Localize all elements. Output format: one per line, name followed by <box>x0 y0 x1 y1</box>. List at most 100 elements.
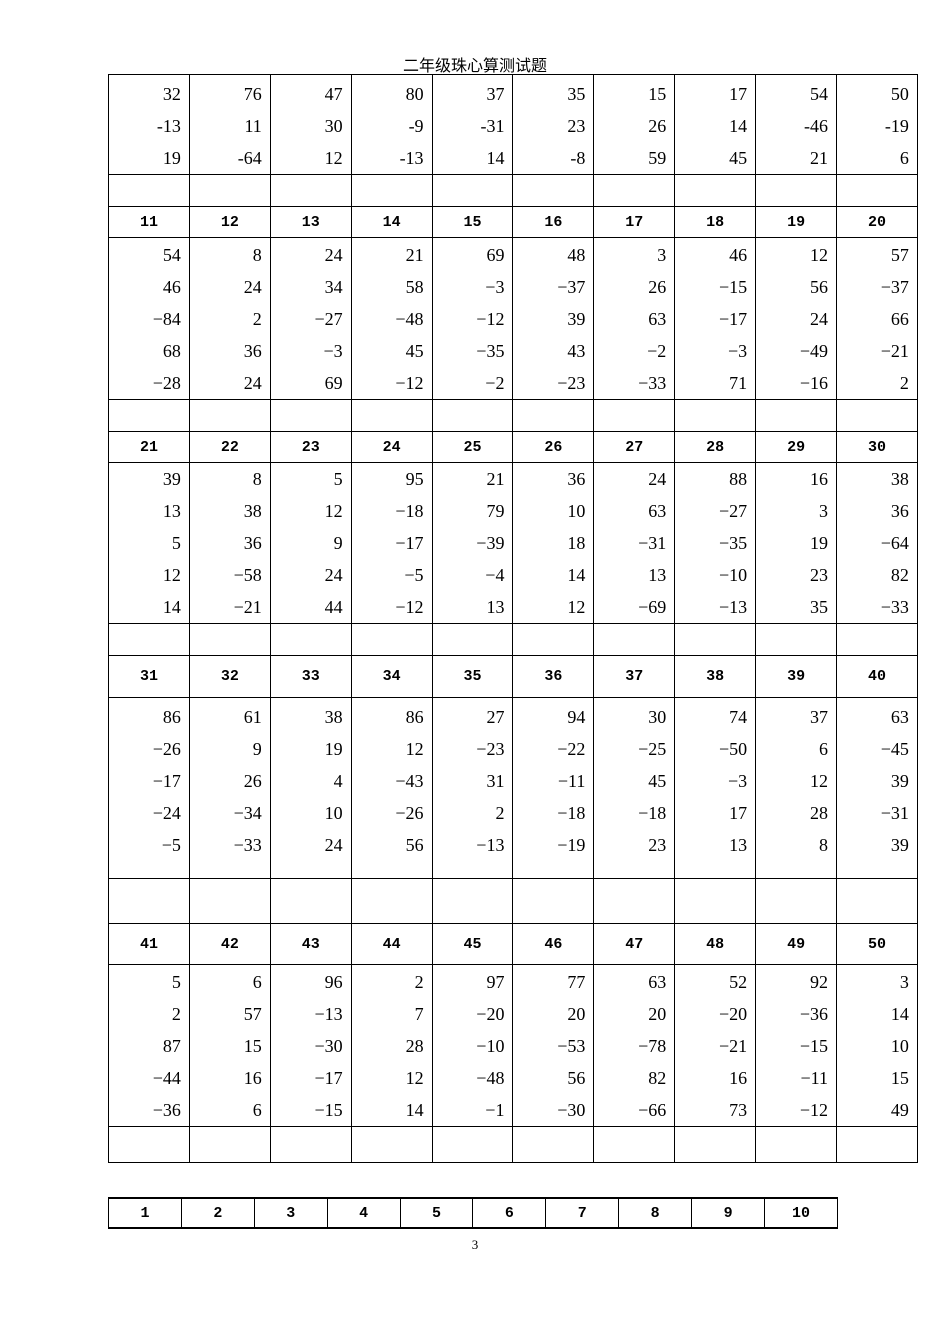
answer-cell[interactable] <box>674 174 757 207</box>
addend: −28 <box>152 373 181 393</box>
addend: 63 <box>648 501 667 521</box>
addend: 28 <box>405 1036 424 1056</box>
addend: 19 <box>162 148 181 168</box>
problem-column: 54 46 −84 68 −28 <box>108 237 190 400</box>
answer-cell[interactable] <box>512 399 595 432</box>
answer-cell[interactable] <box>431 174 514 207</box>
answer-cell[interactable] <box>593 1126 676 1163</box>
answer-cell[interactable] <box>108 174 190 207</box>
answer-cell[interactable] <box>836 623 918 656</box>
addend: −5 <box>404 565 424 585</box>
answer-cell[interactable] <box>108 623 190 656</box>
answer-cell[interactable] <box>512 1126 595 1163</box>
addend: 17 <box>729 803 748 823</box>
problem-number: 30 <box>836 431 918 463</box>
answer-cell[interactable] <box>350 1126 433 1163</box>
addend: 39 <box>162 469 181 489</box>
problem-column: 95 −18 −17 −5 −12 <box>350 462 433 624</box>
answer-cell[interactable] <box>188 623 271 656</box>
answer-cell[interactable] <box>350 399 433 432</box>
addend: −48 <box>395 309 424 329</box>
problem-column: 5 2 87 −44 −36 <box>108 964 190 1127</box>
answer-cell[interactable] <box>593 174 676 207</box>
answer-cell[interactable] <box>512 878 595 924</box>
problem-column: 52 −20 −21 16 73 <box>674 964 757 1127</box>
answer-cell[interactable] <box>755 399 838 432</box>
answer-cell[interactable] <box>188 878 271 924</box>
problem-column: 94 −22 −11 −18 −19 <box>512 697 595 879</box>
addend: −44 <box>152 1068 181 1088</box>
answer-cell[interactable] <box>755 623 838 656</box>
addend: −18 <box>638 803 667 823</box>
addend: −33 <box>880 597 909 617</box>
addend: −3 <box>485 277 505 297</box>
addend: 35 <box>810 597 829 617</box>
answer-cell[interactable] <box>431 399 514 432</box>
answer-cell[interactable] <box>188 399 271 432</box>
answer-key-number: 5 <box>399 1197 474 1229</box>
addend: 96 <box>324 972 343 992</box>
problem-column: 2 7 28 12 14 <box>350 964 433 1127</box>
addend: 20 <box>567 1004 586 1024</box>
answer-cell[interactable] <box>269 399 352 432</box>
problem-number-row: 31 32 33 34 35 36 37 38 39 40 <box>108 655 918 698</box>
answer-cell[interactable] <box>836 1126 918 1163</box>
answer-cell[interactable] <box>350 174 433 207</box>
answer-cell[interactable] <box>512 623 595 656</box>
problem-column: 48 −37 39 43 −23 <box>512 237 595 400</box>
answer-cell[interactable] <box>674 399 757 432</box>
problem-column: 39 13 5 12 14 <box>108 462 190 624</box>
answer-cell[interactable] <box>431 1126 514 1163</box>
answer-cell[interactable] <box>593 399 676 432</box>
answer-cell[interactable] <box>836 174 918 207</box>
addend: 50 <box>890 84 909 104</box>
answer-cell[interactable] <box>188 174 271 207</box>
answer-cell[interactable] <box>674 1126 757 1163</box>
addend: 16 <box>243 1068 262 1088</box>
addend: 3 <box>899 972 909 992</box>
answer-cell[interactable] <box>269 174 352 207</box>
addend: 56 <box>810 277 829 297</box>
addend: −20 <box>476 1004 505 1024</box>
addend: 9 <box>252 739 262 759</box>
answer-cell[interactable] <box>512 174 595 207</box>
addend: −26 <box>395 803 424 823</box>
answer-cell[interactable] <box>674 878 757 924</box>
answer-cell[interactable] <box>836 878 918 924</box>
problem-number: 46 <box>512 923 595 965</box>
problem-column: 32 -13 19 <box>108 74 190 175</box>
addend: 5 <box>171 972 181 992</box>
addend: 8 <box>819 835 829 855</box>
addend: 26 <box>243 771 262 791</box>
addend: −18 <box>557 803 586 823</box>
addend: 15 <box>890 1068 909 1088</box>
addend: 12 <box>405 1068 424 1088</box>
addend: 82 <box>648 1068 667 1088</box>
addend: 5 <box>333 469 343 489</box>
answer-row <box>108 623 918 656</box>
problem-number: 22 <box>188 431 271 463</box>
answer-cell[interactable] <box>431 623 514 656</box>
problem-number: 13 <box>269 206 352 238</box>
answer-cell[interactable] <box>108 1126 190 1163</box>
addend: 10 <box>324 803 343 823</box>
answer-cell[interactable] <box>755 1126 838 1163</box>
answer-cell[interactable] <box>350 878 433 924</box>
answer-cell[interactable] <box>350 623 433 656</box>
answer-cell[interactable] <box>108 878 190 924</box>
addend: 14 <box>162 597 181 617</box>
answer-cell[interactable] <box>674 623 757 656</box>
answer-cell[interactable] <box>269 623 352 656</box>
answer-cell[interactable] <box>269 878 352 924</box>
answer-cell[interactable] <box>269 1126 352 1163</box>
answer-cell[interactable] <box>593 623 676 656</box>
answer-cell[interactable] <box>188 1126 271 1163</box>
answer-cell[interactable] <box>755 174 838 207</box>
answer-cell[interactable] <box>431 878 514 924</box>
answer-cell[interactable] <box>593 878 676 924</box>
answer-cell[interactable] <box>836 399 918 432</box>
answer-cell[interactable] <box>108 399 190 432</box>
addend: −35 <box>476 341 505 361</box>
answer-cell[interactable] <box>755 878 838 924</box>
addend: 11 <box>244 116 262 136</box>
